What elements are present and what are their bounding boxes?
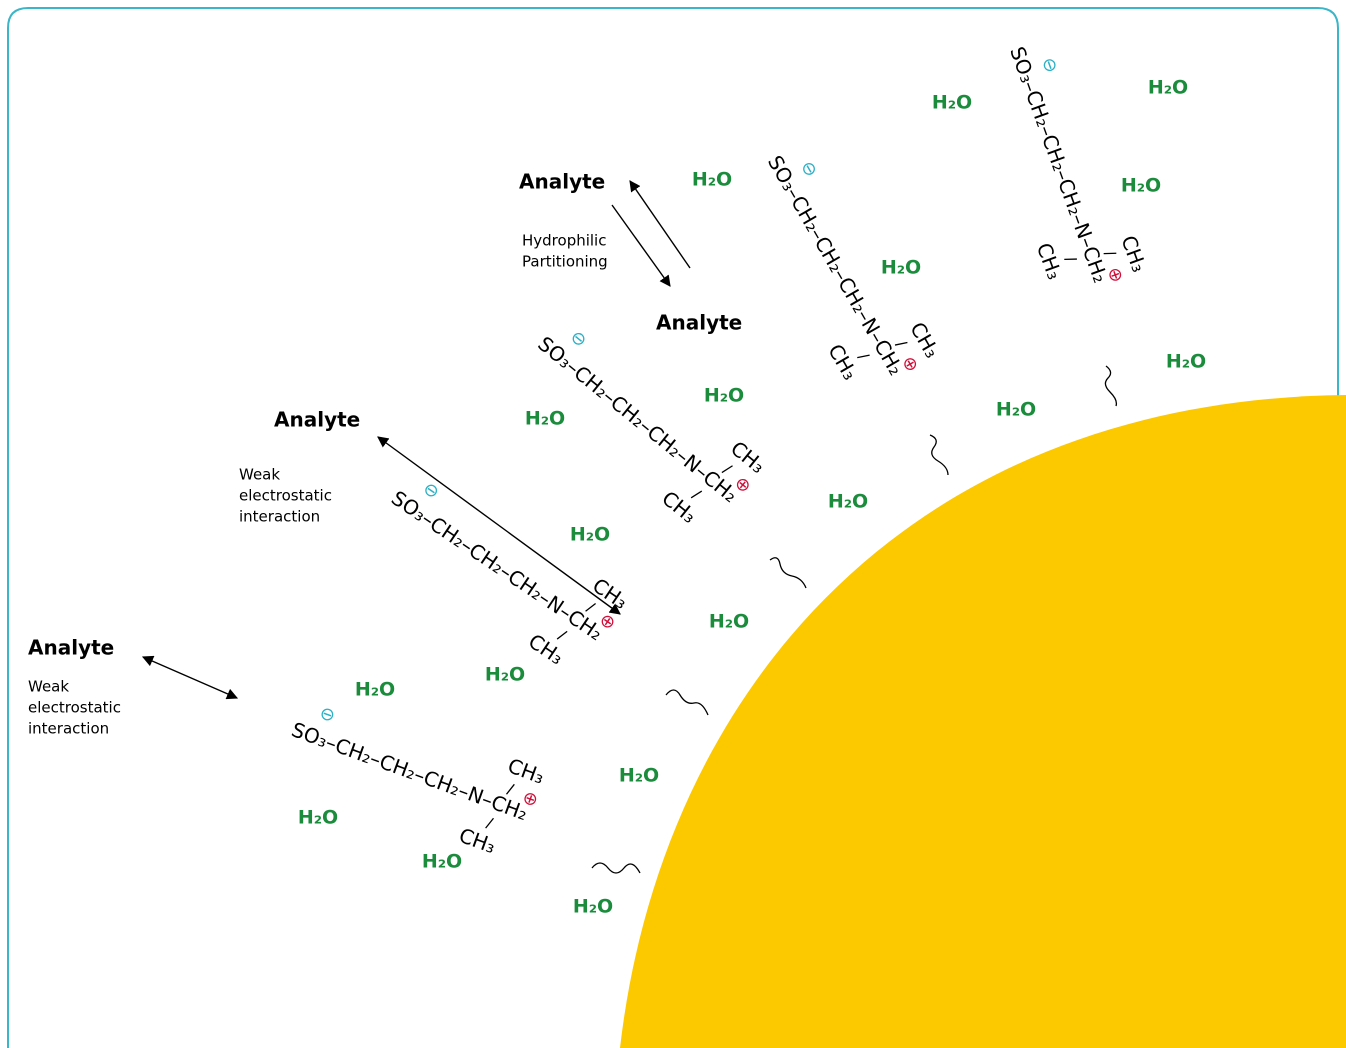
double-arrow — [377, 436, 621, 615]
methyl-bottom: CH₃ — [657, 486, 701, 528]
cation-charge: ⊕ — [520, 787, 541, 812]
note-line: Partitioning — [522, 253, 608, 271]
note-line: electrostatic — [239, 487, 332, 505]
linker — [769, 557, 807, 589]
water-label: H₂O — [704, 385, 744, 407]
water-label: H₂O — [692, 169, 732, 191]
note-line: interaction — [28, 720, 109, 738]
analyte-label: Analyte — [28, 636, 114, 660]
water-label: H₂O — [570, 524, 610, 546]
arrows — [141, 180, 691, 700]
bond — [690, 490, 703, 499]
note-line: interaction — [239, 508, 320, 526]
water-label: H₂O — [355, 679, 395, 701]
water-label: H₂O — [709, 611, 749, 633]
water-label: H₂O — [525, 408, 565, 430]
water-label: H₂O — [485, 664, 525, 686]
bond — [485, 817, 494, 829]
methyl-top: CH₃ — [505, 753, 548, 788]
note-line: Weak — [28, 678, 69, 696]
linker — [591, 862, 641, 874]
cation-charge: ⊕ — [1103, 264, 1128, 285]
water-label: H₂O — [996, 399, 1036, 421]
frame — [7, 7, 1339, 1048]
water-label: H₂O — [573, 896, 613, 918]
methyl-top: CH₃ — [726, 436, 770, 478]
note-line: electrostatic — [28, 699, 121, 717]
water-label: H₂O — [422, 851, 462, 873]
anion-charge: ⊖ — [1037, 55, 1062, 76]
methyl-bottom: CH₃ — [456, 823, 499, 858]
zwitterion-chain: SO₃–CH₂–CH₂–CH₂–N–CH₂⊖CH₃⊕CH₃ — [1005, 43, 1152, 286]
water-label: H₂O — [932, 92, 972, 114]
water-label: H₂O — [881, 257, 921, 279]
analyte-label: Analyte — [519, 170, 605, 194]
bond — [894, 341, 908, 346]
note-line: Hydrophilic — [522, 232, 606, 250]
linker — [665, 689, 709, 716]
chain-backbone: SO₃–CH₂–CH₂–CH₂–N–CH₂ — [387, 486, 607, 645]
arrow — [611, 204, 671, 287]
anion-charge: ⊖ — [317, 702, 338, 727]
water-label: H₂O — [828, 491, 868, 513]
methyl-bottom: CH₃ — [823, 340, 862, 384]
methyl-bottom: CH₃ — [1032, 240, 1067, 283]
methyl-top: CH₃ — [588, 573, 632, 614]
note-line: Weak — [239, 466, 280, 484]
bond — [505, 783, 515, 795]
anion-charge: ⊖ — [796, 157, 822, 181]
water-label: H₂O — [1148, 77, 1188, 99]
zwitterion-chain: SO₃–CH₂–CH₂–CH₂–N–CH₂⊖CH₃⊕CH₃ — [288, 702, 548, 858]
water-label: H₂O — [619, 765, 659, 787]
water-label: H₂O — [298, 807, 338, 829]
bond — [556, 630, 568, 640]
silica-particle — [620, 395, 1346, 1048]
bond — [857, 354, 870, 359]
linker — [929, 434, 949, 476]
arrow — [629, 180, 691, 269]
linker — [1104, 365, 1118, 407]
bond — [1064, 258, 1077, 261]
zwitterion-chain: SO₃–CH₂–CH₂–CH₂–N–CH₂⊖CH₃⊕CH₃ — [387, 478, 632, 670]
water-label: H₂O — [1121, 175, 1161, 197]
bond — [1103, 252, 1117, 255]
bond — [721, 465, 733, 474]
double-arrow — [141, 655, 239, 700]
bond — [585, 602, 596, 612]
water-label: H₂O — [1166, 351, 1206, 373]
analyte-label: Analyte — [274, 408, 360, 432]
linkers — [591, 365, 1118, 874]
analyte-label: Analyte — [656, 311, 742, 335]
